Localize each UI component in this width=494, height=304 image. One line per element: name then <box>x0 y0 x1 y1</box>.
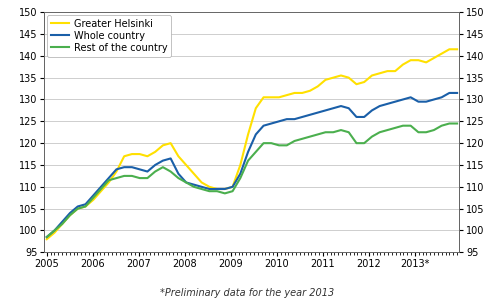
Greater Helsinki <box>454 47 460 51</box>
Rest of the country <box>447 122 453 125</box>
Whole country <box>291 117 297 121</box>
Greater Helsinki <box>114 170 120 173</box>
Rest of the country <box>454 122 460 125</box>
Whole country <box>268 122 274 125</box>
Line: Rest of the country: Rest of the country <box>47 123 457 237</box>
Rest of the country <box>323 130 329 134</box>
Line: Greater Helsinki: Greater Helsinki <box>47 49 457 239</box>
Greater Helsinki <box>268 95 274 99</box>
Legend: Greater Helsinki, Whole country, Rest of the country: Greater Helsinki, Whole country, Rest of… <box>47 15 171 57</box>
Rest of the country <box>199 187 205 191</box>
Rest of the country <box>268 141 274 145</box>
Greater Helsinki <box>291 91 297 95</box>
Greater Helsinki <box>323 78 329 82</box>
Rest of the country <box>114 176 120 180</box>
Line: Whole country: Whole country <box>47 93 457 237</box>
Greater Helsinki <box>199 181 205 184</box>
Whole country <box>284 117 290 121</box>
Rest of the country <box>291 139 297 143</box>
Whole country <box>199 185 205 189</box>
Whole country <box>447 91 453 95</box>
Greater Helsinki <box>44 237 50 241</box>
Whole country <box>44 235 50 239</box>
Greater Helsinki <box>284 93 290 97</box>
Rest of the country <box>284 143 290 147</box>
Whole country <box>114 168 120 171</box>
Greater Helsinki <box>447 47 453 51</box>
Whole country <box>454 91 460 95</box>
Text: *Preliminary data for the year 2013: *Preliminary data for the year 2013 <box>160 288 334 298</box>
Whole country <box>323 109 329 112</box>
Rest of the country <box>44 235 50 239</box>
